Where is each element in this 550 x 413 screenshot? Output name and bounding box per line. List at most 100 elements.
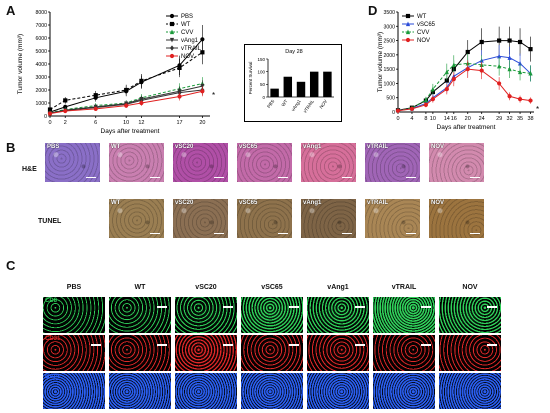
tile-label: WT	[111, 144, 121, 150]
data-point-NOV	[517, 97, 523, 102]
x-tick-label: 0	[48, 120, 51, 126]
scale-bar	[342, 232, 352, 234]
channel-label-CD8: CD8	[45, 298, 58, 304]
y-tick-label: 0	[44, 114, 47, 120]
y-tick-label: 3000	[35, 75, 47, 81]
tunel-tile-vSC65: vSC65	[236, 198, 293, 239]
x-tick-label: 12	[138, 120, 144, 126]
tile-label: WT	[111, 200, 121, 206]
fluor-tile-DAPI-vSC65	[241, 373, 303, 409]
scale-bar	[487, 306, 497, 308]
he-tile-vTRAIL: vTRAIL	[364, 142, 421, 183]
scale-bar	[421, 306, 431, 308]
tunel-tile-WT: WT	[108, 198, 165, 239]
inset-y-tick-label: 100	[257, 69, 265, 74]
scale-bar	[487, 344, 497, 346]
legend-label-CVV: CVV	[417, 30, 429, 36]
inset-category-label: NOV	[319, 99, 329, 110]
x-tick-label: 29	[496, 116, 502, 122]
data-point-vSC65	[507, 55, 512, 60]
fluor-tile-CD31-NOV	[439, 335, 501, 371]
scale-bar	[214, 232, 224, 234]
fluor-tile-CD31-vSC20	[175, 335, 237, 371]
scale-bar	[91, 344, 101, 346]
legend-marker-PBS	[169, 13, 175, 19]
column-header-NOV: NOV	[462, 284, 478, 291]
tile-label: vAng1	[303, 200, 322, 206]
x-tick-label: 4	[410, 116, 413, 122]
data-point-NOV	[423, 102, 428, 107]
scale-bar	[470, 232, 480, 234]
legend-marker-WT	[405, 13, 411, 19]
legend-label-vAng1: vAng1	[181, 38, 199, 44]
scale-bar	[406, 232, 416, 234]
panel-letter-c: C	[6, 258, 16, 273]
channel-label-CD31: CD31	[45, 336, 61, 342]
data-point-CVV	[528, 70, 533, 76]
data-point-vSC65	[497, 53, 502, 59]
data-point-WT	[139, 78, 144, 83]
fluor-tile-CD31-vAng1	[307, 335, 369, 371]
x-axis-label: Days after treatment	[101, 128, 160, 135]
x-tick-label: 32	[507, 116, 513, 122]
legend-label-PBS: PBS	[181, 14, 193, 20]
y-tick-label: 8000	[35, 10, 47, 16]
scale-bar	[278, 176, 288, 178]
legend-label-WT: WT	[417, 14, 427, 20]
tile-label: NOV	[431, 144, 445, 150]
fluor-tile-DAPI-vSC20	[175, 373, 237, 409]
y-tick-label: 3500	[383, 10, 395, 16]
channel-label-DAPI: DAPI	[45, 374, 60, 380]
data-point-WT	[465, 49, 470, 55]
fluor-tile-CD8-vSC65	[241, 297, 303, 333]
fluor-tile-CD8-vTRAIL	[373, 297, 435, 333]
panel-letter-d: D	[368, 3, 378, 18]
y-tick-label: 3000	[383, 24, 395, 30]
series-line-WT	[397, 40, 531, 111]
data-point-NOV	[444, 87, 449, 92]
y-tick-label: 2500	[383, 39, 395, 45]
tile-label: vTRAIL	[367, 200, 388, 206]
legend-marker-CVV	[405, 29, 411, 35]
inset-category-label: vAng1	[290, 98, 302, 112]
inset-bar-vAng1	[296, 81, 306, 97]
row-label-he: H&E	[22, 166, 37, 173]
y-tick-label: 4000	[35, 62, 47, 68]
x-tick-label: 38	[527, 116, 533, 122]
x-tick-label: 20	[199, 120, 205, 126]
data-point-PBS	[200, 37, 205, 42]
scale-bar	[406, 176, 416, 178]
column-header-vAng1: vAng1	[327, 284, 349, 291]
tile-label: NOV	[431, 200, 445, 206]
y-tick-label: 1500	[383, 67, 395, 73]
data-point-NOV	[528, 98, 533, 103]
inset-category-label: PBS	[266, 99, 275, 109]
tunel-tile-vTRAIL: vTRAIL	[364, 198, 421, 239]
data-point-NOV	[497, 81, 502, 86]
fluor-tile-CD8-NOV	[439, 297, 501, 333]
data-point-NOV	[479, 68, 484, 73]
data-point-NOV	[47, 111, 53, 116]
data-point-CVV	[451, 62, 456, 67]
y-tick-label: 2000	[35, 88, 47, 94]
column-header-PBS: PBS	[66, 284, 82, 291]
fluor-tile-CD8-vAng1	[307, 297, 369, 333]
he-tile-vAng1: vAng1	[300, 142, 357, 183]
data-point-NOV	[395, 108, 401, 113]
chart-d-tumor-volume: 0 500 1000 1500 2000 2500 3000 3500 0 4 8 10 14 16 20 2…	[377, 10, 539, 131]
scale-bar	[223, 306, 233, 308]
tile-label: PBS	[47, 144, 60, 150]
legend-label-vTRAIL: vTRAIL	[181, 46, 202, 52]
inset-y-tick-label: 50	[260, 82, 266, 87]
inset-category-label: WT	[281, 99, 289, 108]
row-label-tunel: TUNEL	[38, 218, 62, 225]
y-tick-label: 1000	[35, 101, 47, 107]
tunel-tile-vAng1: vAng1	[300, 198, 357, 239]
scale-bar	[342, 176, 352, 178]
inset-bar-PBS	[270, 88, 279, 97]
panel-letter-b: B	[6, 140, 16, 155]
scale-bar	[421, 344, 431, 346]
data-point-WT	[47, 107, 53, 112]
tile-label: vSC20	[175, 144, 194, 150]
scale-bar	[470, 176, 480, 178]
